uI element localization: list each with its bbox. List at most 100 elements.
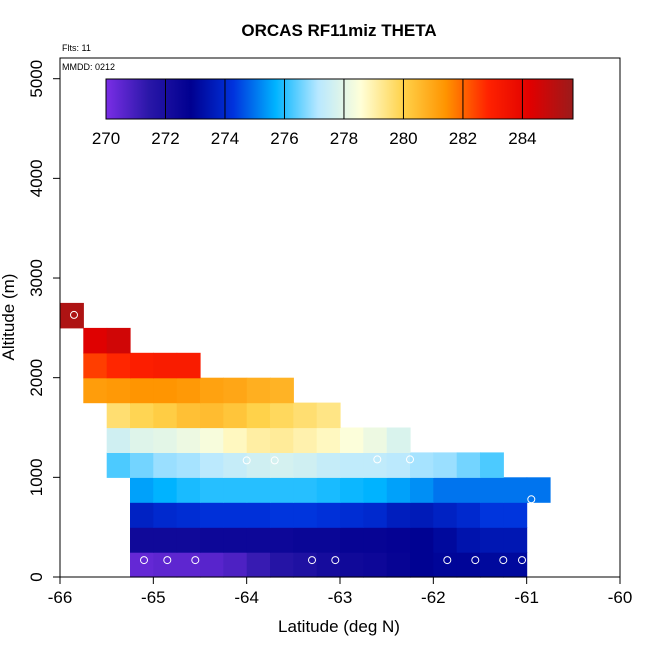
heatmap-cell [270, 452, 294, 478]
heatmap-cell [340, 527, 364, 553]
heatmap-cell [223, 527, 248, 553]
heatmap-cell [223, 427, 248, 453]
heatmap-cell [270, 377, 294, 404]
heatmap-cell [223, 452, 248, 478]
heatmap-cell [153, 552, 178, 578]
track-marker [308, 556, 316, 565]
heatmap-cell [386, 452, 411, 478]
heatmap-cell [153, 377, 178, 404]
heatmap-cell [410, 477, 434, 503]
colorbar-tick-label: 270 [92, 129, 120, 148]
heatmap-cell [386, 552, 411, 578]
heatmap-cell [153, 352, 178, 379]
heatmap-cell [456, 502, 481, 528]
heatmap-cell [130, 477, 154, 503]
heatmap-cell [246, 377, 271, 404]
heatmap-cell [270, 427, 294, 453]
x-tick-label: -60 [608, 588, 633, 607]
heatmap-cell [130, 352, 154, 379]
heatmap-cell [246, 427, 271, 453]
heatmap-cell [223, 552, 248, 578]
track-marker [331, 556, 340, 565]
heatmap-cell [153, 527, 178, 553]
heatmap-cell [246, 527, 271, 553]
heatmap-cell [293, 552, 318, 578]
heatmap-cell [480, 552, 504, 578]
heatmap-cell [153, 427, 178, 453]
heatmap-cell [60, 302, 84, 329]
heatmap-cell [456, 477, 481, 503]
x-axis: -66 -65 -64 -63 -62 -61 -60 [48, 577, 633, 607]
heatmap-cell [480, 502, 504, 528]
heatmap-cell [153, 477, 178, 503]
heatmap-cell [106, 452, 131, 478]
heatmap-cell [83, 377, 108, 404]
heatmap-cell [386, 427, 411, 453]
heatmap-cell [200, 377, 224, 404]
heatmap-cell [176, 402, 201, 429]
x-tick-label: -64 [234, 588, 259, 607]
heatmap-cell [340, 552, 364, 578]
heatmap-cell [246, 552, 271, 578]
heatmap-cell [106, 327, 131, 354]
heatmap-cell [200, 402, 224, 429]
colorbar-tick-label: 282 [449, 129, 477, 148]
heatmap-cell [83, 352, 108, 379]
heatmap-cell [176, 377, 201, 404]
heatmap-cell [246, 452, 271, 478]
track-marker [242, 456, 251, 465]
heatmap-cell [503, 527, 528, 553]
x-tick-label: -62 [421, 588, 446, 607]
y-axis: 0 1000 2000 3000 4000 5000 [27, 60, 60, 582]
y-tick-label: 2000 [27, 359, 46, 397]
heatmap-cell [316, 527, 341, 553]
heatmap-cell [176, 452, 201, 478]
x-tick-label: -66 [48, 588, 73, 607]
track-marker [373, 455, 382, 464]
heatmap-cell [200, 477, 224, 503]
heatmap-cell [130, 402, 154, 429]
heatmap-cell [480, 452, 504, 478]
heatmap-cell [130, 377, 154, 404]
heatmap-cell [176, 527, 201, 553]
heatmap-cell [316, 552, 341, 578]
heatmap-cell [246, 477, 271, 503]
heatmap-cell [106, 377, 131, 404]
heatmap-cell [316, 452, 341, 478]
colorbar: 270 272 274 276 278 280 282 284 [92, 78, 574, 148]
chart-title: ORCAS RF11miz THETA [241, 21, 436, 40]
track-marker [191, 556, 200, 565]
heatmap-cell [410, 452, 434, 478]
heatmap-cell [223, 502, 248, 528]
track-marker [270, 456, 279, 465]
heatmap-cell [363, 477, 388, 503]
heatmap-cell [503, 552, 528, 578]
track-marker [471, 556, 480, 565]
heatmap-cell [503, 477, 528, 503]
y-tick-label: 4000 [27, 159, 46, 197]
heatmap-cell [223, 477, 248, 503]
heatmap-cell [363, 502, 388, 528]
heatmap-cell [270, 552, 294, 578]
y-tick-label: 3000 [27, 259, 46, 297]
heatmap-cell [176, 552, 201, 578]
heatmap-cell [293, 502, 318, 528]
heatmap-cell [316, 427, 341, 453]
colorbar-tick-label: 284 [508, 129, 536, 148]
heatmap-cell [316, 502, 341, 528]
heatmap-cell [130, 502, 154, 528]
heatmap-cell [83, 327, 108, 354]
heatmap-cell [223, 377, 248, 404]
heatmap-cell [480, 527, 504, 553]
y-axis-label: Altitude (m) [0, 274, 18, 361]
heatmap-cell [456, 527, 481, 553]
heatmap-cell [130, 552, 154, 578]
heatmap-cell [130, 427, 154, 453]
track-marker [140, 556, 148, 565]
track-marker [163, 556, 172, 565]
heatmap-cell [340, 452, 364, 478]
heatmap-cell [410, 527, 434, 553]
colorbar-tick-label: 276 [270, 129, 298, 148]
flight-track-markers [70, 310, 536, 565]
